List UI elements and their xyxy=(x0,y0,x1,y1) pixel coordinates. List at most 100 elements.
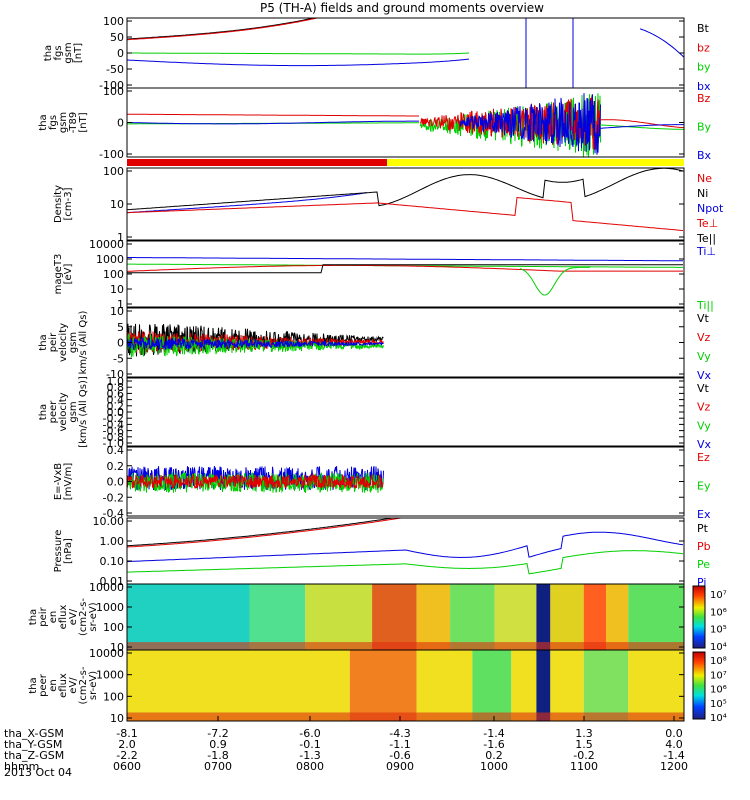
y-tick-label: 10000 xyxy=(89,647,124,660)
y-tick-label: 1000 xyxy=(96,253,124,266)
y-axis-label: velocity xyxy=(58,323,69,362)
y-tick-label: 10 xyxy=(110,283,124,296)
footer-tick-value: 1100 xyxy=(570,760,598,773)
legend-label: Vy xyxy=(697,350,711,363)
y-axis-label: en xyxy=(48,611,59,624)
y-tick-label: -50 xyxy=(106,63,124,76)
legend-label: Ex xyxy=(697,508,711,521)
y-axis-label: eflux xyxy=(58,605,69,630)
ey-series xyxy=(127,471,384,494)
y-axis-label: gsm xyxy=(68,332,79,353)
spectrogram-band xyxy=(305,584,373,650)
legend-label: Te⊥ xyxy=(696,217,718,230)
legend-label: Ey xyxy=(697,480,711,493)
y-tick-label: 0.10 xyxy=(100,555,125,568)
legend-label: by xyxy=(697,61,711,74)
y-axis-label: eV/ xyxy=(68,608,79,625)
footer-tick-value: -6.0 xyxy=(299,727,321,740)
panel-content xyxy=(127,18,684,88)
y-tick-label: 1000 xyxy=(96,669,124,682)
spectrogram-band xyxy=(472,650,512,721)
footer-tick-value: -7.2 xyxy=(207,727,229,740)
footer-tick-value: 0700 xyxy=(204,760,232,773)
panel-content xyxy=(127,323,384,358)
y-axis-label: fgs xyxy=(48,115,59,130)
y-axis-label: E=-VxB xyxy=(53,463,64,500)
footer-tick-value: -1.3 xyxy=(299,749,321,762)
legend-label: Bt xyxy=(697,22,710,35)
spectrogram-band xyxy=(606,584,629,650)
legend-label: Pb xyxy=(697,540,711,553)
vz-series xyxy=(127,330,384,356)
spectrogram-band xyxy=(494,584,537,650)
y-axis-label: tha xyxy=(28,677,39,693)
y-axis-label: eV/ xyxy=(68,677,79,694)
y-tick-label: 100 xyxy=(103,690,124,703)
y-axis-label: peir xyxy=(38,606,49,626)
footer-tick-value: 0.0 xyxy=(665,727,683,740)
panel-content xyxy=(127,650,684,721)
legend-label: By xyxy=(697,121,712,134)
y-tick-label: 1000 xyxy=(96,601,124,614)
bt-series xyxy=(127,18,469,40)
pi-series xyxy=(127,531,684,563)
y-tick-label: -5 xyxy=(113,352,124,365)
panel-peer-vel: 1.00.80.60.40.20.0-0.2-0.4-0.6-0.8-1.0 th… xyxy=(38,375,712,451)
panel-content xyxy=(127,518,684,575)
y-axis-label: tha xyxy=(28,609,39,625)
legend-label: Vz xyxy=(697,331,711,344)
y-axis-label: sr-eV) xyxy=(88,671,99,700)
colorbar-tick-label: 10⁶ xyxy=(710,607,727,618)
y-tick-label: -0.2 xyxy=(103,491,124,504)
y-tick-label: -100 xyxy=(99,148,124,161)
y-tick-label: 10000 xyxy=(89,238,124,251)
ti-perp-series xyxy=(127,257,683,262)
footer-tick-value: -1.8 xyxy=(207,749,229,762)
te-par-series xyxy=(127,264,683,274)
footer-tick-value: -1.6 xyxy=(483,738,505,751)
colorbar-tick-label: 10⁴ xyxy=(710,713,727,724)
panel-peir-vel: 10 5 0 -5 -10 tha peir velocity gsm km/s (All Qs)… xyxy=(38,305,712,382)
y-tick-label: -0.2 xyxy=(103,412,124,425)
y-tick-label: 0.6 xyxy=(107,387,125,400)
footer-tick-value: -0.1 xyxy=(299,738,321,751)
panel-pressure: 10.00 1.00 0.10 0.01 Pressure [nPa] Pt Pb Pe Pi xyxy=(53,515,711,589)
panel-content xyxy=(127,93,684,157)
spectrogram-band xyxy=(628,584,684,650)
y-tick-label: 0.4 xyxy=(107,394,125,407)
footer-tick-value: 1000 xyxy=(480,760,508,773)
footer-tick-value: -4.3 xyxy=(389,727,411,740)
footer-row-z-gsm: tha_Z-GSM -2.2 -1.8 -1.3 -0.6 0.2 -0.2 -… xyxy=(0,750,750,762)
overview-plot: P5 (TH-A) fields and ground moments over… xyxy=(28,1,727,725)
te-perp-series xyxy=(127,264,683,272)
y-axis-label: fgs xyxy=(53,45,64,60)
footer-tick-value: 0.2 xyxy=(485,749,503,762)
footer-tick-value: -1.4 xyxy=(663,749,685,762)
y-tick-label: 0.8 xyxy=(107,381,125,394)
bx-series xyxy=(459,93,601,155)
legend-label: Vt xyxy=(697,312,710,325)
y-tick-label: 0.01 xyxy=(100,575,125,588)
footer-tick-value: 0.9 xyxy=(209,738,227,751)
colorbar-tick-label: 10⁸ xyxy=(710,656,727,667)
bz-series xyxy=(127,18,469,41)
spectrogram-band xyxy=(583,650,629,721)
footer-tick-value: 0600 xyxy=(113,760,141,773)
footer-row-label: tha_Y-GSM xyxy=(4,738,63,751)
bx-series xyxy=(599,124,684,129)
panel-fgs-t89: 100 0 -100 tha fgs gsm -T89 [nT] Bz By Bx xyxy=(38,85,712,162)
y-axis-label: gsm xyxy=(58,112,69,133)
panel-temp: 10000 1000 100 10 1 mageT3 [eV] Ti⊥ Ti|| xyxy=(53,238,716,312)
spectrogram-band xyxy=(127,584,250,650)
y-tick-label: -100 xyxy=(99,79,124,92)
y-tick-label: 1 xyxy=(117,298,124,311)
y-tick-label: -0.4 xyxy=(103,418,124,431)
panel-peir-eflux: 10000 1000 100 10 tha peir en eflux eV/(cm2-s-sr… xyxy=(28,581,685,654)
y-axis-label: gsm xyxy=(68,401,79,422)
legend-label: Ne xyxy=(697,172,712,185)
y-tick-label: 0.2 xyxy=(107,460,125,473)
footer-row-hhmm: hhmm 0600 0700 0800 0900 1000 1100 1200 xyxy=(0,761,750,773)
y-axis-label: (cm2-s- xyxy=(78,666,89,704)
panel-content xyxy=(127,257,683,296)
